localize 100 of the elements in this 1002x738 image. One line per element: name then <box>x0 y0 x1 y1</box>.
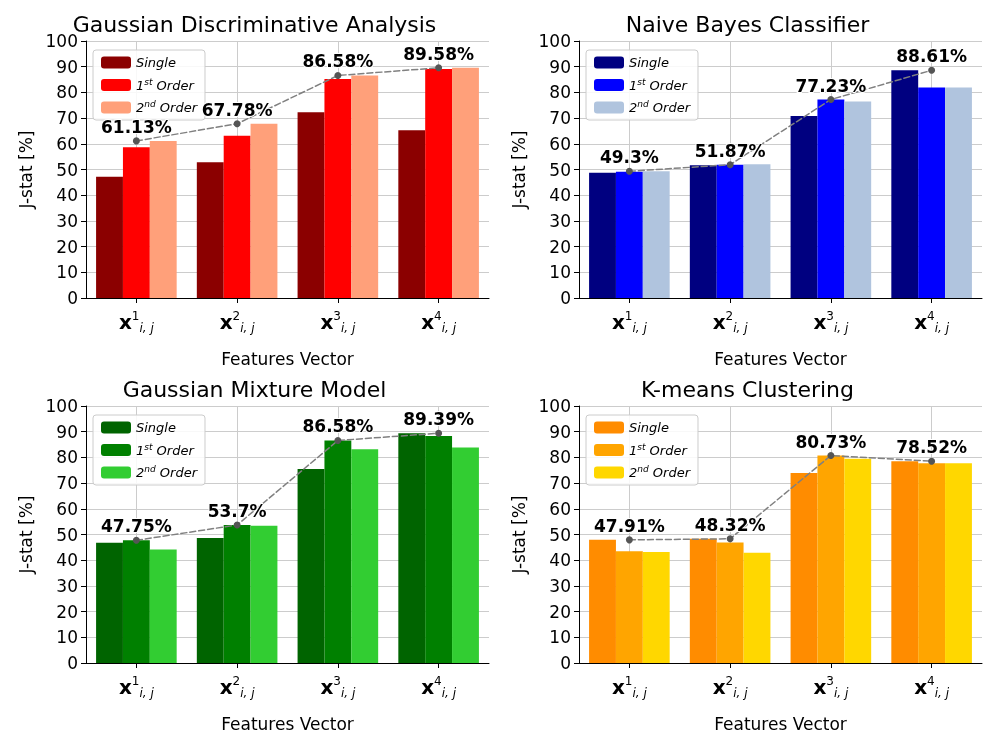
bar <box>615 171 643 298</box>
bar <box>817 455 845 663</box>
bar <box>918 463 946 663</box>
y-axis-title: J-stat [%] <box>16 495 37 575</box>
y-tick-label: 70 <box>549 108 571 129</box>
bar <box>891 461 919 663</box>
bar <box>642 171 670 298</box>
point <box>726 535 734 543</box>
bar <box>425 436 453 663</box>
y-tick-label: 0 <box>560 653 571 673</box>
y-tick-label: 40 <box>549 550 571 571</box>
y-tick-label: 20 <box>56 236 78 257</box>
point <box>625 167 633 175</box>
y-tick-label: 100 <box>538 396 571 416</box>
y-tick-label: 70 <box>56 473 78 494</box>
data-label: 89.58% <box>403 43 475 64</box>
y-tick-label: 30 <box>549 575 571 596</box>
bar <box>615 551 643 663</box>
point <box>827 96 835 104</box>
y-tick-label: 80 <box>56 447 78 468</box>
y-tick-label: 90 <box>549 56 571 77</box>
point <box>625 536 633 544</box>
data-label: 86.58% <box>302 51 374 72</box>
x-axis-title: Features Vector <box>714 348 847 369</box>
point <box>928 66 936 74</box>
point <box>334 436 342 444</box>
point <box>435 429 443 437</box>
bar <box>324 79 352 298</box>
bar <box>122 540 150 663</box>
bar <box>223 135 251 298</box>
bar <box>589 172 616 298</box>
bar <box>297 112 325 298</box>
y-tick-label: 40 <box>56 550 78 571</box>
data-label: 48.32% <box>694 514 766 535</box>
chart-title: Naive Bayes Classifier <box>625 11 871 37</box>
bar <box>425 69 453 298</box>
bar <box>96 542 123 663</box>
y-axis-title: J-stat [%] <box>16 130 37 210</box>
bar <box>716 542 744 663</box>
bar <box>945 87 972 298</box>
bar <box>452 67 479 298</box>
bar <box>297 468 325 663</box>
y-tick-label: 50 <box>549 159 571 180</box>
y-tick-label: 0 <box>560 288 571 308</box>
legend-label: Single <box>629 55 669 70</box>
bar <box>351 75 379 298</box>
bar <box>223 524 251 663</box>
y-tick-label: 30 <box>56 210 78 231</box>
bar <box>149 140 177 298</box>
y-tick-label: 80 <box>56 82 78 103</box>
y-tick-label: 20 <box>549 236 571 257</box>
data-label: 47.75% <box>100 516 172 537</box>
data-label: 80.73% <box>795 431 867 452</box>
data-label: 89.39% <box>403 409 475 430</box>
point <box>827 452 835 460</box>
legend-label: Single <box>136 420 176 435</box>
y-tick-label: 60 <box>549 498 571 519</box>
y-tick-label: 40 <box>549 185 571 206</box>
chart-title: Gaussian Mixture Model <box>122 376 387 402</box>
bar <box>122 147 150 298</box>
y-tick-label: 10 <box>549 262 571 283</box>
point <box>928 457 936 465</box>
point <box>435 64 443 72</box>
x-axis-title: Features Vector <box>221 713 354 734</box>
bar <box>149 549 177 663</box>
y-tick-label: 60 <box>56 498 78 519</box>
bar <box>642 551 670 663</box>
bar <box>743 552 771 663</box>
bar <box>589 539 616 663</box>
y-tick-label: 70 <box>56 108 78 129</box>
bar <box>250 123 278 298</box>
y-tick-label: 40 <box>56 185 78 206</box>
y-tick-label: 80 <box>549 447 571 468</box>
bar <box>844 458 872 663</box>
y-tick-label: 90 <box>56 421 78 442</box>
y-tick-label: 10 <box>56 262 78 283</box>
y-tick-label: 0 <box>67 653 78 673</box>
y-tick-label: 100 <box>45 396 78 416</box>
bar <box>945 463 972 663</box>
data-label: 61.13% <box>100 116 172 137</box>
y-tick-label: 100 <box>538 31 571 51</box>
bar <box>790 473 818 663</box>
y-axis-title: J-stat [%] <box>509 495 530 575</box>
y-tick-label: 50 <box>56 159 78 180</box>
data-label: 77.23% <box>795 75 867 96</box>
bar <box>891 70 919 298</box>
bar <box>196 162 224 298</box>
y-tick-label: 30 <box>549 210 571 231</box>
bar <box>398 433 426 663</box>
x-axis-title: Features Vector <box>221 348 354 369</box>
data-label: 51.87% <box>694 140 766 161</box>
y-tick-label: 10 <box>549 627 571 648</box>
bar <box>743 164 771 298</box>
point <box>233 120 241 128</box>
bar <box>398 130 426 298</box>
y-tick-label: 90 <box>56 56 78 77</box>
y-tick-label: 60 <box>56 133 78 154</box>
x-axis-title: Features Vector <box>714 713 847 734</box>
data-label: 53.7% <box>207 500 267 521</box>
y-tick-label: 30 <box>56 575 78 596</box>
